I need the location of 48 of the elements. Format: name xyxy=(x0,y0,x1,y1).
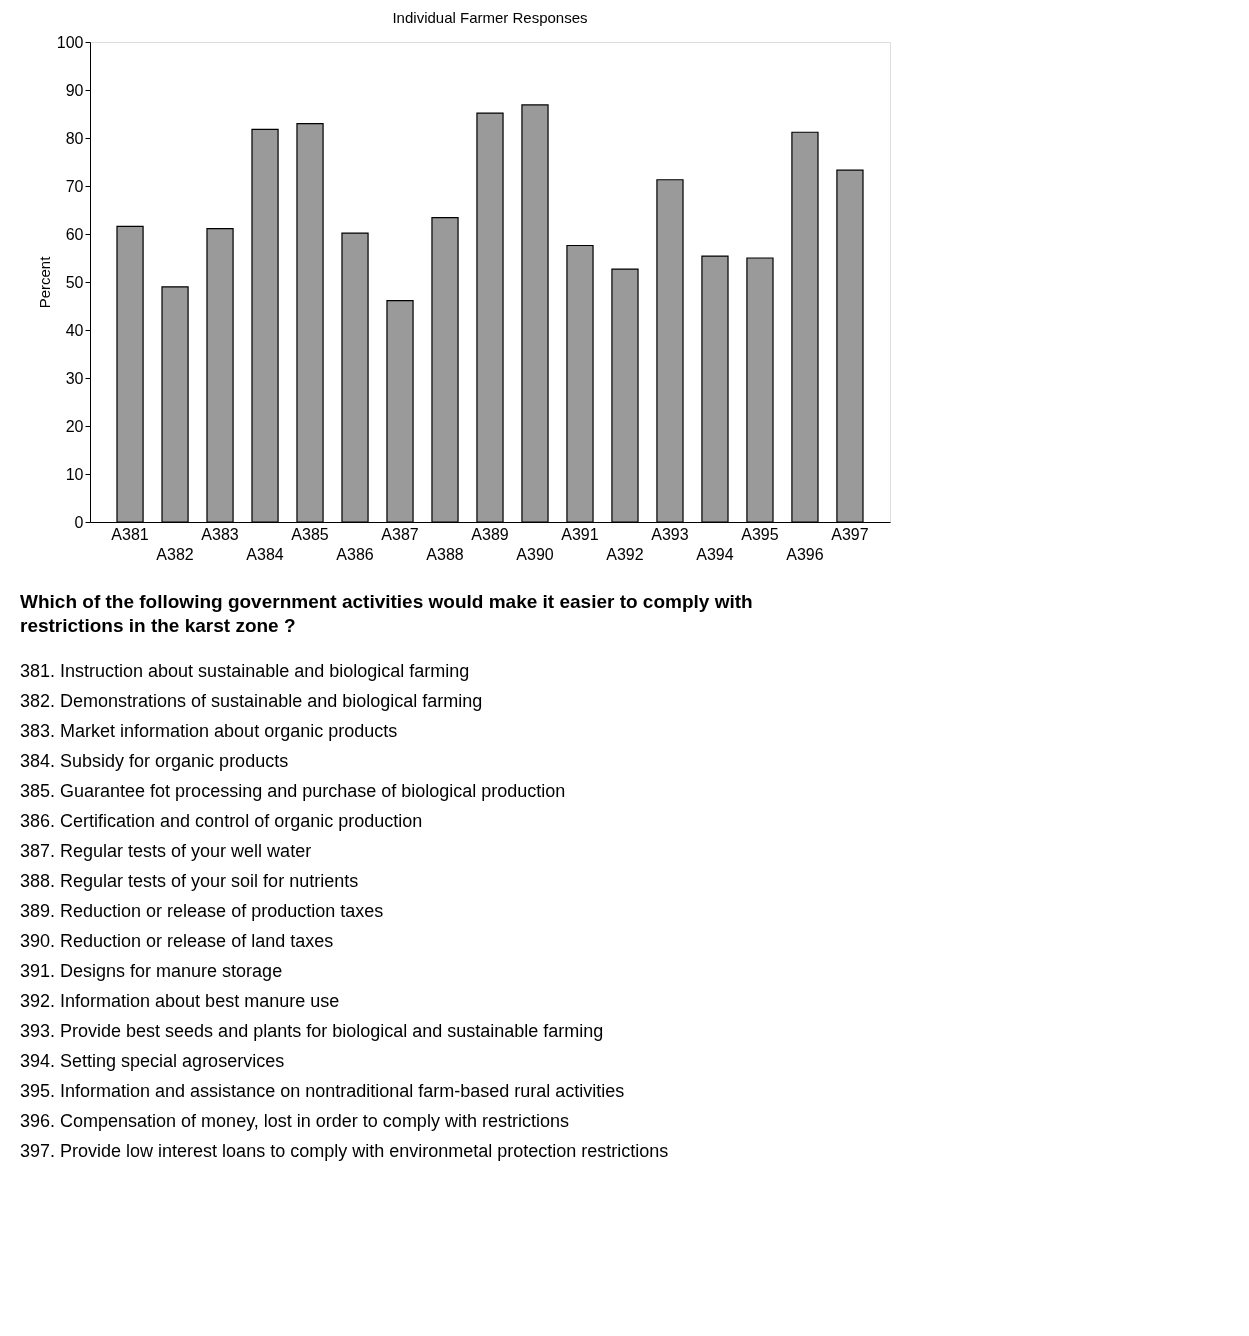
x-tick-label: A390 xyxy=(516,545,554,563)
text: 381. Instruction about sustainable and biological farming xyxy=(20,661,470,681)
y-tick-label: 0 xyxy=(74,513,84,531)
x-tick-label: A387 xyxy=(381,525,419,543)
y-axis-title: Percent xyxy=(35,255,53,309)
x-tick-label: A391 xyxy=(561,525,599,543)
x-tick-label: A392 xyxy=(606,545,644,563)
text: 383. Market information about organic products xyxy=(20,721,398,741)
y-tick-label: 30 xyxy=(65,369,84,387)
text: 392. Information about best manure use xyxy=(20,991,340,1011)
x-tick-label: A385 xyxy=(291,525,329,543)
x-tick-label: A382 xyxy=(156,545,194,563)
text: 397. Provide low interest loans to comply with environmetal protection restrictions xyxy=(20,1141,669,1161)
y-tick-label: 40 xyxy=(65,321,84,339)
y-tick-label: 20 xyxy=(65,417,84,435)
x-tick-label: A383 xyxy=(201,525,239,543)
text: 391. Designs for manure storage xyxy=(20,961,283,981)
chart-title: Individual Farmer Responses xyxy=(392,9,588,26)
x-tick-label: A396 xyxy=(786,545,824,563)
x-tick-label: A397 xyxy=(831,525,869,543)
x-tick-label: A393 xyxy=(651,525,689,543)
text: 388. Regular tests of your soil for nutrients xyxy=(20,871,359,891)
x-tick-label: A389 xyxy=(471,525,509,543)
y-tick-label: 10 xyxy=(65,465,84,483)
text: 393. Provide best seeds and plants for biological and sustainable farming xyxy=(20,1021,604,1041)
text: Which of the following government activities would make it easier to comply with restrictions in the karst zone ? xyxy=(20,591,753,636)
x-tick-label: A395 xyxy=(741,525,779,543)
text: 395. Information and assistance on nontraditional farm-based rural activities xyxy=(20,1081,625,1101)
text: 385. Guarantee fot processing and purchase of biological production xyxy=(20,781,566,801)
text: 390. Reduction or release of land taxes xyxy=(20,931,334,951)
y-tick-label: 70 xyxy=(65,177,84,195)
text: 389. Reduction or release of production taxes xyxy=(20,901,384,921)
y-tick-label: 50 xyxy=(65,273,84,291)
y-tick-label: 90 xyxy=(65,81,84,99)
text: 382. Demonstrations of sustainable and biological farming xyxy=(20,691,483,711)
y-tick-label: 80 xyxy=(65,129,84,147)
x-tick-label: A381 xyxy=(111,525,149,543)
text: 394. Setting special agroservices xyxy=(20,1051,285,1071)
text: 384. Subsidy for organic products xyxy=(20,751,289,771)
x-tick-label: A388 xyxy=(426,545,464,563)
text: 386. Certification and control of organic production xyxy=(20,811,423,831)
text: 387. Regular tests of your well water xyxy=(20,841,312,861)
y-tick-label: 60 xyxy=(65,225,84,243)
x-tick-label: A394 xyxy=(696,545,734,563)
x-tick-label: A386 xyxy=(336,545,374,563)
y-tick-label: 100 xyxy=(56,33,84,51)
text: 396. Compensation of money, lost in order to comply with restrictions xyxy=(20,1111,569,1131)
x-tick-label: A384 xyxy=(246,545,284,563)
